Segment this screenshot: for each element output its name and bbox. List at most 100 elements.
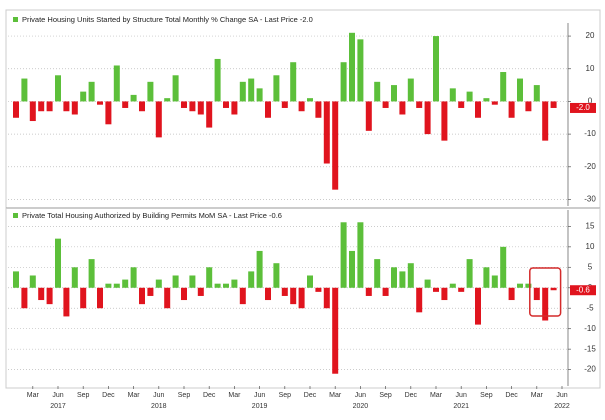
bar: [164, 98, 171, 102]
x-tick-label: Jun: [355, 392, 366, 399]
y-tick-label: 5: [588, 262, 593, 271]
y-tick-label: -30: [584, 195, 596, 204]
legend-swatch: [13, 213, 18, 218]
bar: [239, 287, 246, 305]
bar: [265, 101, 271, 118]
bar: [315, 287, 322, 292]
bar: [458, 101, 465, 108]
bar: [172, 75, 179, 102]
bar: [63, 101, 70, 112]
bar: [147, 287, 154, 296]
bar: [105, 101, 112, 125]
year-label: 2017: [50, 403, 66, 410]
bar: [55, 75, 61, 102]
bar: [433, 36, 439, 102]
bar: [164, 287, 171, 309]
x-tick-label: Jun: [556, 392, 567, 399]
bar: [214, 58, 221, 102]
bar: [491, 101, 498, 105]
last-price-label: -0.6: [576, 285, 590, 294]
x-tick-label: Dec: [203, 392, 216, 399]
x-tick-label: Jun: [254, 392, 265, 399]
bar: [71, 101, 78, 115]
bar: [407, 78, 414, 102]
bar: [307, 98, 313, 102]
bar: [424, 279, 431, 288]
y-tick-label: -20: [584, 162, 596, 171]
bar: [374, 81, 381, 102]
y-tick-label: -10: [584, 129, 596, 138]
bar: [374, 259, 381, 288]
bar: [525, 283, 532, 288]
bar: [105, 283, 112, 288]
bar: [349, 250, 355, 288]
bar: [172, 275, 179, 288]
bar: [349, 32, 355, 102]
bar: [525, 101, 532, 112]
bar: [248, 78, 255, 102]
bar: [433, 287, 439, 292]
bar: [382, 101, 389, 108]
bar: [231, 279, 238, 288]
year-label: 2020: [353, 403, 369, 410]
bar: [500, 246, 507, 288]
bar: [483, 98, 490, 102]
bar: [441, 101, 448, 141]
bar: [113, 283, 120, 288]
bar: [416, 101, 423, 108]
bar: [365, 287, 372, 296]
bar: [155, 101, 162, 138]
x-tick-label: Dec: [505, 392, 518, 399]
bar: [88, 81, 95, 102]
bar: [365, 101, 372, 131]
legend-swatch: [13, 17, 18, 22]
bar: [399, 271, 406, 288]
bar: [206, 267, 213, 288]
bar: [290, 287, 297, 305]
bar: [197, 287, 204, 296]
bar: [517, 78, 523, 102]
bar: [491, 275, 498, 288]
bar: [265, 287, 271, 301]
bar: [340, 62, 347, 102]
bar: [542, 287, 549, 321]
highlight-box: [529, 267, 562, 317]
panel-title: Private Housing Units Started by Structu…: [22, 15, 313, 24]
bar: [29, 275, 36, 288]
panel-title: Private Total Housing Authorized by Buil…: [22, 211, 282, 220]
bar: [130, 94, 137, 102]
y-tick-label: 0: [588, 97, 593, 106]
x-tick-label: Mar: [329, 392, 342, 399]
last-price-box: [570, 102, 596, 113]
bar: [38, 101, 45, 112]
bar: [46, 101, 53, 112]
x-tick-label: Sep: [178, 392, 191, 399]
bar: [500, 72, 507, 102]
bar: [508, 101, 515, 118]
y-tick-label: 20: [586, 31, 595, 40]
y-tick-label: -5: [586, 303, 594, 312]
bar: [155, 279, 162, 288]
bar: [223, 101, 229, 108]
bar: [424, 101, 431, 135]
bar: [391, 85, 397, 102]
bar: [256, 88, 263, 102]
x-tick-label: Sep: [480, 392, 493, 399]
bar: [147, 81, 154, 102]
x-tick-label: Dec: [405, 392, 418, 399]
bar: [21, 78, 28, 102]
y-tick-label: 10: [586, 242, 595, 251]
year-label: 2018: [151, 403, 167, 410]
x-tick-label: Sep: [77, 392, 90, 399]
bar: [181, 287, 187, 301]
bar: [130, 267, 137, 288]
bar: [533, 85, 540, 102]
bar: [466, 259, 473, 288]
x-tick-label: Dec: [102, 392, 115, 399]
bar: [97, 101, 103, 105]
bar: [281, 287, 288, 296]
bar: [273, 263, 280, 288]
bar: [315, 101, 322, 118]
year-label: 2021: [453, 403, 469, 410]
